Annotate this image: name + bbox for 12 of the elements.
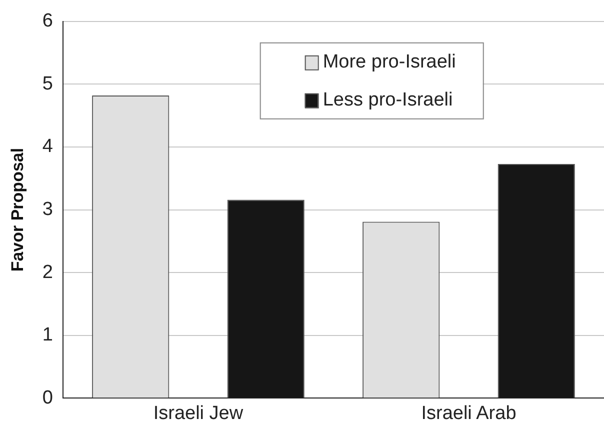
x-tick-label: Israeli Arab xyxy=(421,402,516,424)
y-tick-label: 1 xyxy=(42,324,53,346)
y-tick-label: 3 xyxy=(42,199,53,220)
y-axis-title: Favor Proposal xyxy=(8,148,27,272)
y-tick-label: 0 xyxy=(42,387,53,408)
y-tick-label: 4 xyxy=(42,136,54,158)
x-tick-label: Israeli Jew xyxy=(153,402,244,424)
legend-label: More pro-Israeli xyxy=(322,52,456,73)
legend-label: Less pro-Israeli xyxy=(322,90,453,111)
y-tick-label: 6 xyxy=(42,10,53,32)
y-tick-label: 2 xyxy=(42,262,53,283)
y-tick-label: 5 xyxy=(42,73,53,94)
